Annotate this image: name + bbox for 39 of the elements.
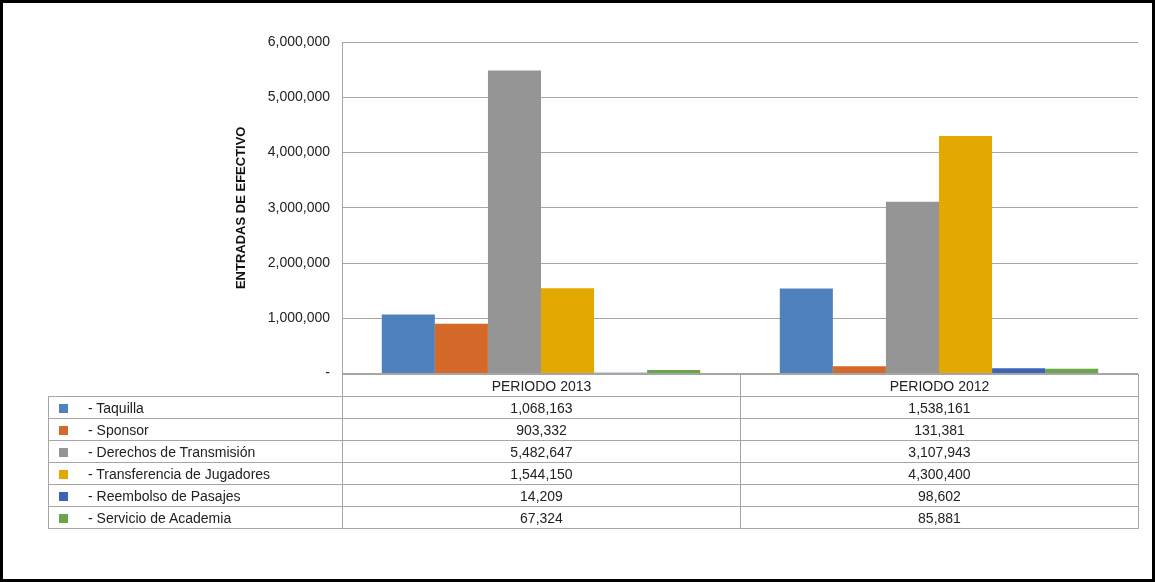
bar	[885, 201, 939, 374]
y-tick-label: -	[325, 364, 331, 381]
data-label: 1,538,161	[740, 396, 1139, 419]
legend-label: - Servicio de Academia	[48, 506, 343, 529]
data-label: 903,332	[342, 418, 741, 441]
x-tick-label: PERIODO 2013	[342, 374, 741, 397]
bar	[381, 314, 435, 374]
bar	[647, 369, 701, 374]
bar	[434, 323, 488, 374]
legend-label: - Derechos de Transmisión	[48, 440, 343, 463]
data-label: 67,324	[342, 506, 741, 529]
y-tick-label: 3,000,000	[267, 198, 331, 215]
data-label: 1,544,150	[342, 462, 741, 485]
data-label: 1,068,163	[342, 396, 741, 419]
legend-label: - Reembolso de Pasajes	[48, 484, 343, 507]
y-tick-label: 4,000,000	[267, 143, 331, 160]
bar	[541, 288, 595, 374]
bar	[779, 288, 833, 374]
y-axis-title: ENTRADAS DE EFECTIVO	[233, 126, 249, 290]
bar	[1045, 368, 1099, 374]
legend-label: - Transferencia de Jugadores	[48, 462, 343, 485]
y-tick-label: 1,000,000	[267, 309, 331, 326]
legend-label: - Taquilla	[48, 396, 343, 419]
y-tick-label: 6,000,000	[267, 32, 331, 49]
bar	[832, 366, 886, 374]
data-label: 98,602	[740, 484, 1139, 507]
bar	[939, 135, 993, 374]
data-label: 85,881	[740, 506, 1139, 529]
data-label: 3,107,943	[740, 440, 1139, 463]
bar	[992, 368, 1046, 374]
x-tick-label: PERIODO 2012	[740, 374, 1139, 397]
y-tick-label: 2,000,000	[267, 253, 331, 270]
data-label: 4,300,400	[740, 462, 1139, 485]
data-label: 131,381	[740, 418, 1139, 441]
data-label: 14,209	[342, 484, 741, 507]
bar	[487, 70, 541, 374]
legend-label: - Sponsor	[48, 418, 343, 441]
y-tick-label: 5,000,000	[267, 88, 331, 105]
data-label: 5,482,647	[342, 440, 741, 463]
